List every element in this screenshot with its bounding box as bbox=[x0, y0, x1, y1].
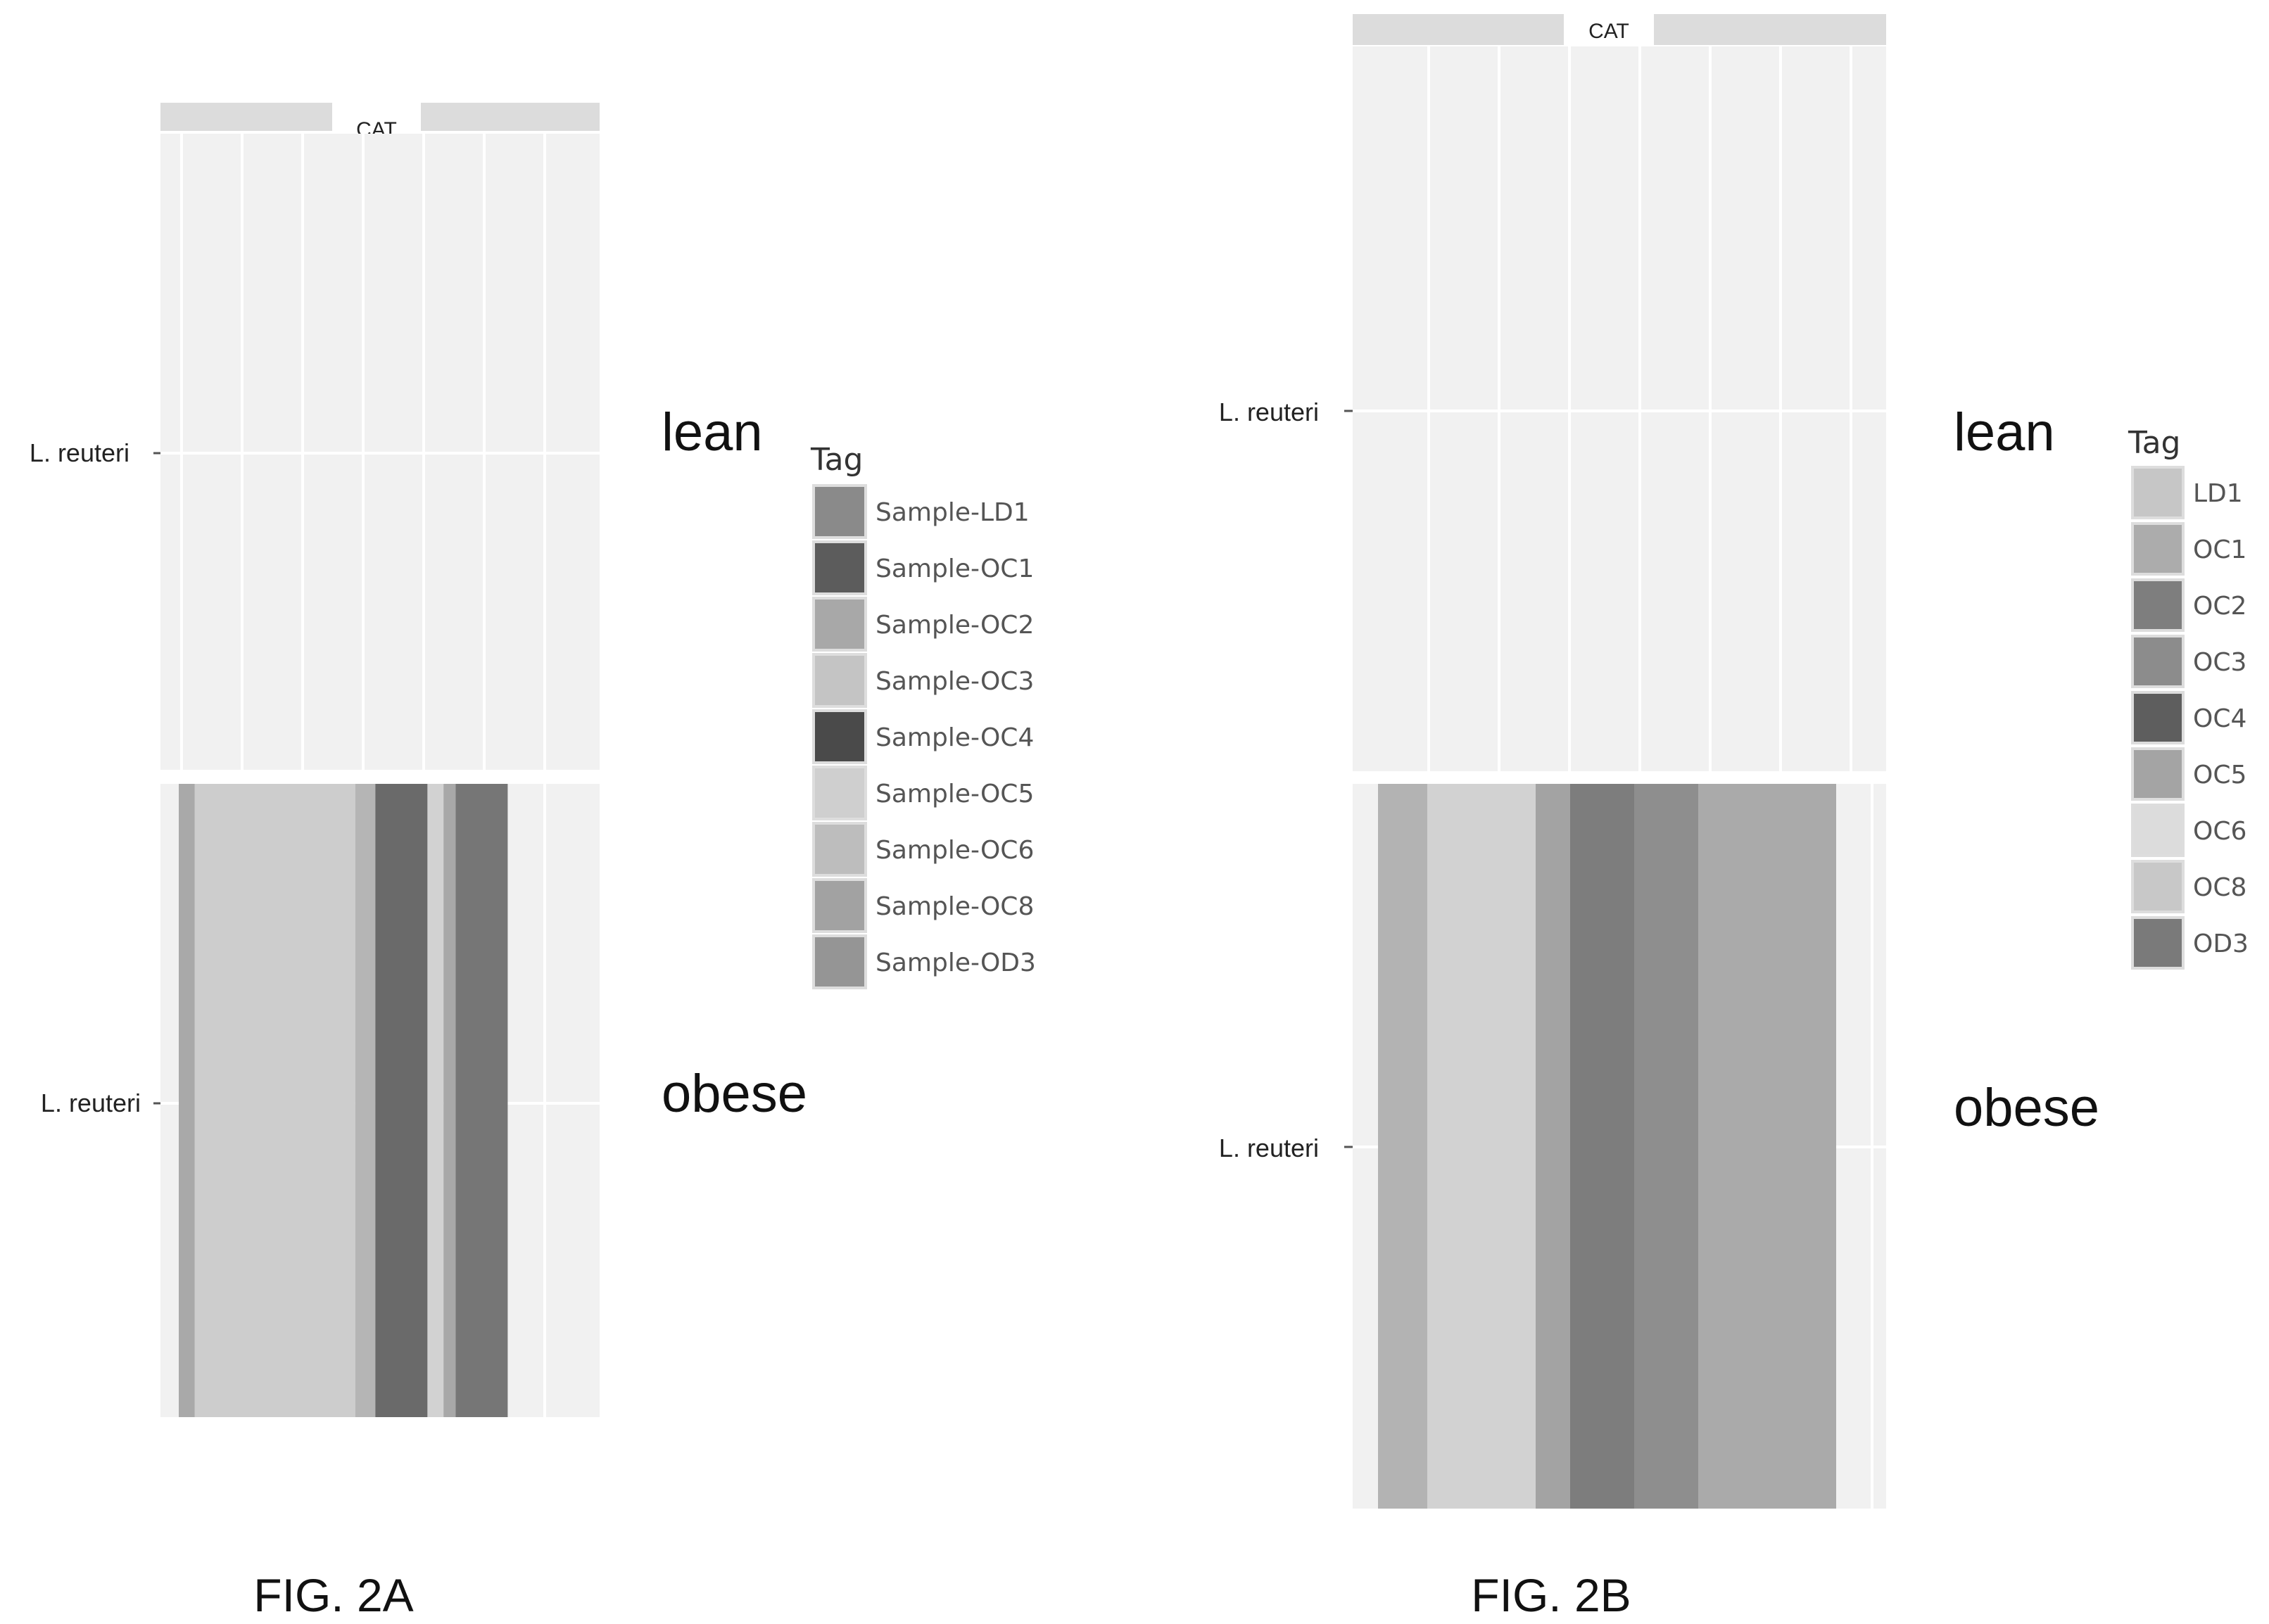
fig2b-panel-lean-grid bbox=[1353, 46, 1886, 771]
fig2b-strip-bg-right bbox=[1654, 14, 1886, 45]
fig2a-bar-sample-oc1 bbox=[455, 784, 508, 1417]
fig2b-legend-label: OC3 bbox=[2193, 648, 2246, 677]
fig2a-group-lean: lean bbox=[662, 402, 763, 462]
fig2a-row-label-obese: L. reuteri bbox=[41, 1089, 141, 1117]
fig2b-legend-item: OC8 bbox=[2131, 860, 2246, 913]
fig2b-legend-swatch bbox=[2131, 466, 2185, 519]
fig2b-bar-od3 bbox=[1570, 784, 1634, 1509]
fig2a-legend-swatch bbox=[812, 878, 867, 933]
fig2a-legend-label: Sample-OC8 bbox=[876, 892, 1034, 921]
fig2a-legend-label: Sample-OC3 bbox=[876, 667, 1034, 696]
fig2a-legend-item: Sample-OC6 bbox=[812, 822, 1034, 877]
fig2b-legend-item: OC2 bbox=[2131, 578, 2246, 632]
fig2a-strip-bg-left bbox=[160, 103, 332, 131]
fig2b-legend-swatch bbox=[2131, 522, 2185, 576]
fig2b-bar-oc3 bbox=[1536, 784, 1570, 1509]
fig2a-legend-label: Sample-OC1 bbox=[876, 554, 1034, 583]
fig2b-legend-label: LD1 bbox=[2193, 479, 2243, 508]
fig2a-legend-swatch bbox=[812, 597, 867, 652]
fig2a-panel-lean-grid bbox=[160, 134, 600, 770]
fig2b-legend-swatch bbox=[2131, 804, 2185, 857]
fig2a-legend-item: Sample-OC2 bbox=[812, 597, 1034, 652]
fig2b-bar-oc1 bbox=[1378, 784, 1427, 1509]
fig2a-legend-item: Sample-OC1 bbox=[812, 540, 1034, 595]
fig2b-legend-swatch bbox=[2131, 747, 2185, 801]
fig2a-bar-sample-oc3 bbox=[427, 784, 444, 1417]
fig2b-bars bbox=[1378, 784, 1836, 1509]
fig2a-bar-sample-oc4 bbox=[375, 784, 428, 1417]
fig2b-legend-items: LD1 OC1 OC2 OC3 OC4 OC5 OC6 OC8 OD3 bbox=[2131, 466, 2249, 970]
figure-2b: CAT L. reuteri L. reuteri bbox=[1219, 14, 2249, 1621]
fig2a-legend-label: Sample-LD1 bbox=[876, 498, 1030, 527]
fig2b-bar-oc2 bbox=[1634, 784, 1698, 1509]
fig2a-legend-label: Sample-OC6 bbox=[876, 836, 1034, 865]
fig2b-plot: CAT L. reuteri L. reuteri bbox=[1219, 14, 2099, 1509]
fig2b-legend-item: OD3 bbox=[2131, 916, 2249, 970]
fig2b-strip-label: CAT bbox=[1588, 20, 1629, 43]
fig2b-legend-swatch bbox=[2131, 916, 2185, 970]
fig2b-row-label-lean: L. reuteri bbox=[1219, 398, 1319, 426]
fig2a-row-label-lean: L. reuteri bbox=[30, 438, 129, 467]
fig2a-bar-sample-oc5 bbox=[194, 784, 355, 1417]
fig2a-legend-label: Sample-OC2 bbox=[876, 611, 1034, 640]
fig2b-legend-item: OC5 bbox=[2131, 747, 2246, 801]
fig2b-group-obese: obese bbox=[1954, 1078, 2099, 1138]
fig2a-legend-item: Sample-OC3 bbox=[812, 653, 1034, 708]
fig2b-legend-label: OC4 bbox=[2193, 704, 2246, 733]
fig2b-strip-bg-left bbox=[1353, 14, 1564, 45]
fig2b-legend-label: OC5 bbox=[2193, 761, 2246, 789]
fig2b-legend-label: OC8 bbox=[2193, 873, 2246, 902]
fig2b-legend-swatch bbox=[2131, 860, 2185, 913]
fig2a-bar-sample-oc8 bbox=[443, 784, 456, 1417]
fig2a-legend-swatch bbox=[812, 822, 867, 877]
fig2b-row-label-obese: L. reuteri bbox=[1219, 1134, 1319, 1162]
fig2a-legend: Tag Sample-LD1Sample-OC1Sample-OC2Sample… bbox=[810, 442, 1036, 989]
fig2b-legend-title: Tag bbox=[2128, 425, 2181, 461]
fig2a-legend-item: Sample-OC5 bbox=[812, 766, 1034, 820]
fig2a-legend-swatch bbox=[812, 653, 867, 708]
fig2a-legend-item: Sample-OC8 bbox=[812, 878, 1034, 933]
fig2b-bar-oc5 bbox=[1698, 784, 1836, 1509]
fig2a-legend-item: Sample-OD3 bbox=[812, 934, 1036, 989]
fig2a-legend-swatch bbox=[812, 484, 867, 539]
fig2b-bar-oc6 bbox=[1427, 784, 1536, 1509]
fig2a-legend-title: Tag bbox=[810, 442, 864, 478]
fig2a-group-obese: obese bbox=[662, 1064, 807, 1124]
fig2a-plot: CAT L. reuteri L. reuteri bbox=[30, 103, 807, 1417]
fig2b-legend-swatch bbox=[2131, 635, 2185, 688]
figure-2a: CAT L. reuteri L. reuteri bbox=[30, 103, 1036, 1621]
fig2a-legend-label: Sample-OD3 bbox=[876, 949, 1036, 977]
fig2b-legend-label: OD3 bbox=[2193, 930, 2249, 958]
fig2b-figure-label: FIG. 2B bbox=[1471, 1569, 1631, 1621]
fig2a-legend-label: Sample-OC5 bbox=[876, 780, 1034, 808]
fig2a-legend-swatch bbox=[812, 540, 867, 595]
fig2a-bar-sample-oc2 bbox=[355, 784, 376, 1417]
fig2a-legend-item: Sample-OC4 bbox=[812, 709, 1034, 764]
fig2b-legend-label: OC1 bbox=[2193, 535, 2246, 564]
fig2b-legend-swatch bbox=[2131, 578, 2185, 632]
fig2a-legend-swatch bbox=[812, 709, 867, 764]
fig2a-legend-items: Sample-LD1 Sample-OC1 Sample-OC2 Sample-OC3… bbox=[812, 484, 1036, 989]
fig2b-legend: Tag LD1 OC1 OC2 OC3 OC4 OC5 OC6 OC8 OD3 bbox=[2128, 425, 2249, 970]
fig2b-legend-item: OC1 bbox=[2131, 522, 2246, 576]
fig2a-figure-label: FIG. 2A bbox=[253, 1569, 413, 1621]
fig2b-legend-item: OC6 bbox=[2131, 804, 2246, 857]
fig2b-legend-label: OC2 bbox=[2193, 592, 2246, 621]
fig2b-legend-swatch bbox=[2131, 691, 2185, 744]
fig2b-panel-lean bbox=[1353, 46, 1886, 771]
fig2b-legend-label: OC6 bbox=[2193, 817, 2246, 846]
fig2b-legend-item: OC3 bbox=[2131, 635, 2246, 688]
fig2a-legend-item: Sample-LD1 bbox=[812, 484, 1030, 539]
fig2b-legend-item: LD1 bbox=[2131, 466, 2243, 519]
fig2a-legend-label: Sample-OC4 bbox=[876, 723, 1034, 752]
fig2a-bar-sample-oc6 bbox=[179, 784, 195, 1417]
fig2a-legend-swatch bbox=[812, 766, 867, 820]
fig2b-group-lean: lean bbox=[1954, 402, 2055, 462]
fig2a-strip-bg-right bbox=[421, 103, 600, 131]
fig2b-legend-item: OC4 bbox=[2131, 691, 2246, 744]
fig2a-legend-swatch bbox=[812, 934, 867, 989]
fig2a-bars bbox=[179, 784, 508, 1417]
